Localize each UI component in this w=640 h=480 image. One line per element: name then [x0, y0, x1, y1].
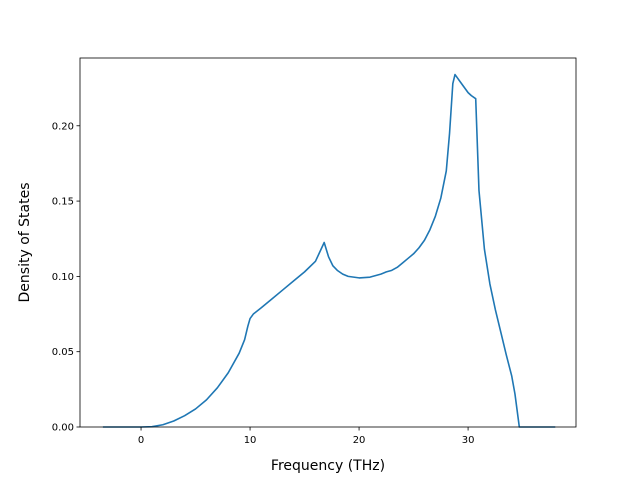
y-axis-label: Density of States — [17, 183, 33, 303]
chart-marks — [102, 73, 556, 428]
x-tick-label: 0 — [138, 435, 144, 446]
y-tick-label: 0.15 — [52, 197, 74, 208]
y-tick-label: 0.00 — [52, 423, 74, 434]
axes-frame — [79, 57, 577, 428]
plot-area — [80, 58, 576, 427]
y-tick-label: 0.20 — [52, 121, 74, 132]
x-axis-label: Frequency (THz) — [271, 458, 385, 474]
y-tick-label: 0.05 — [52, 347, 74, 358]
axis-ticks: 0 10 20 30 0.00 0.05 0.10 0.15 0.20 — [52, 121, 475, 446]
x-tick-label: 10 — [244, 435, 257, 446]
series-line-0 — [102, 73, 556, 428]
x-tick-label: 30 — [462, 435, 475, 446]
y-tick-label: 0.10 — [52, 272, 74, 283]
x-tick-label: 20 — [353, 435, 366, 446]
